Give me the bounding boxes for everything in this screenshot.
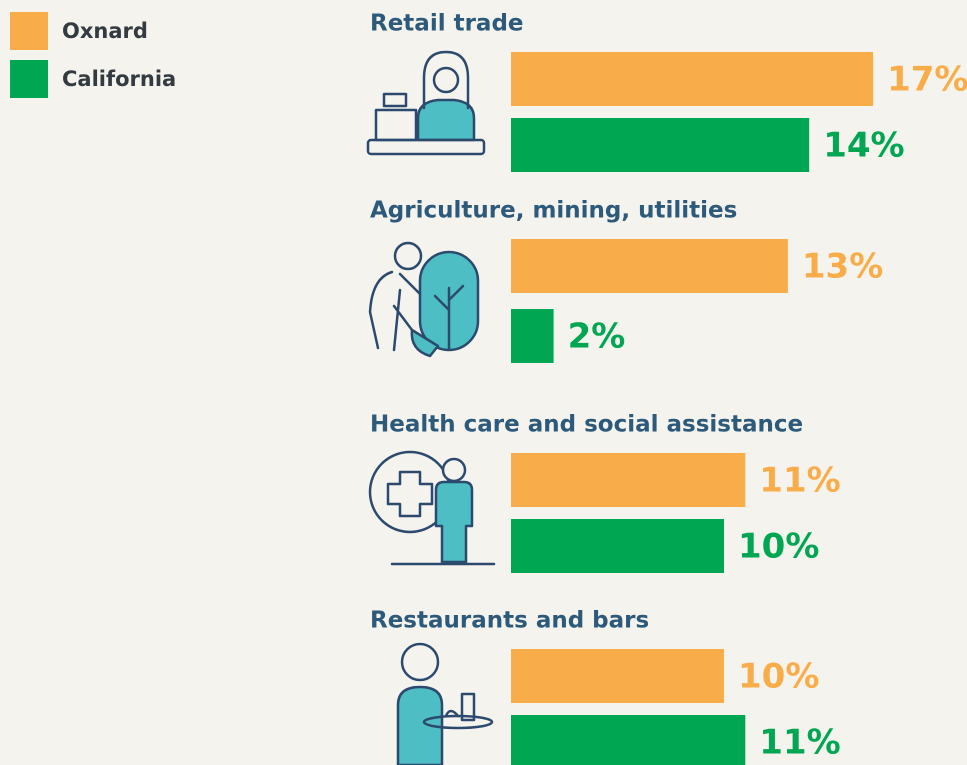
value-label: 2% [568,317,626,357]
value-label: 11% [759,723,840,763]
category-title: Health care and social assistance [370,412,803,438]
value-label: 10% [738,527,819,567]
legend-swatch [10,12,48,50]
agriculture-icon [368,241,480,358]
retail-icon [366,50,486,156]
value-label: 13% [802,247,883,287]
category-title: Retail trade [370,11,524,37]
health-icon [368,450,496,566]
legend-label: California [62,67,176,91]
value-label: 10% [738,657,819,697]
bar [511,309,554,363]
bar [511,649,724,703]
bar [511,118,810,172]
legend-label: Oxnard [62,19,148,43]
legend-swatch [10,60,48,98]
bar [511,715,746,765]
bar [511,519,724,573]
restaurant-icon [396,642,494,765]
category-title: Agriculture, mining, utilities [370,198,737,224]
bar [511,52,874,106]
value-label: 17% [887,60,967,100]
value-label: 11% [759,461,840,501]
value-label: 14% [823,126,904,166]
bar [511,453,746,507]
bar [511,239,788,293]
category-title: Restaurants and bars [370,608,649,634]
